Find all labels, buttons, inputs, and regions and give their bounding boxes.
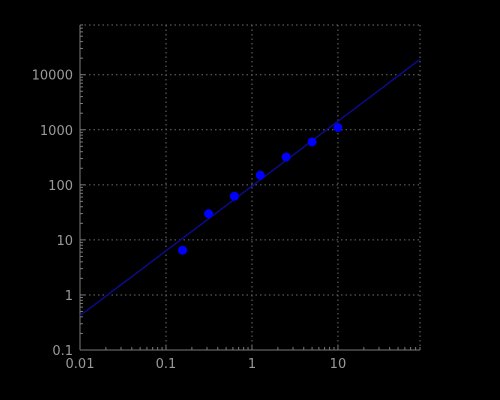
data-point	[307, 137, 317, 147]
y-tick-label: 1000	[40, 124, 73, 139]
fit-line	[79, 58, 421, 317]
axes	[79, 24, 421, 351]
data-point	[333, 122, 343, 132]
y-tick-label: 10000	[32, 69, 73, 84]
data-point	[229, 191, 239, 201]
x-tick-label: 10	[330, 357, 347, 372]
data-point	[281, 152, 291, 162]
y-tick-label: 0.1	[52, 344, 73, 359]
x-tick-label: 1	[248, 357, 256, 372]
data-points	[178, 122, 343, 255]
x-tick-label: 0.01	[66, 357, 95, 372]
data-point	[178, 245, 188, 255]
y-tick-label: 10	[56, 234, 73, 249]
x-tick-label: 0.1	[156, 357, 177, 372]
data-point	[255, 170, 265, 180]
fit-lines	[79, 58, 421, 317]
y-tick-label: 1	[65, 289, 73, 304]
data-point	[204, 209, 214, 219]
y-tick-label: 100	[48, 179, 73, 194]
